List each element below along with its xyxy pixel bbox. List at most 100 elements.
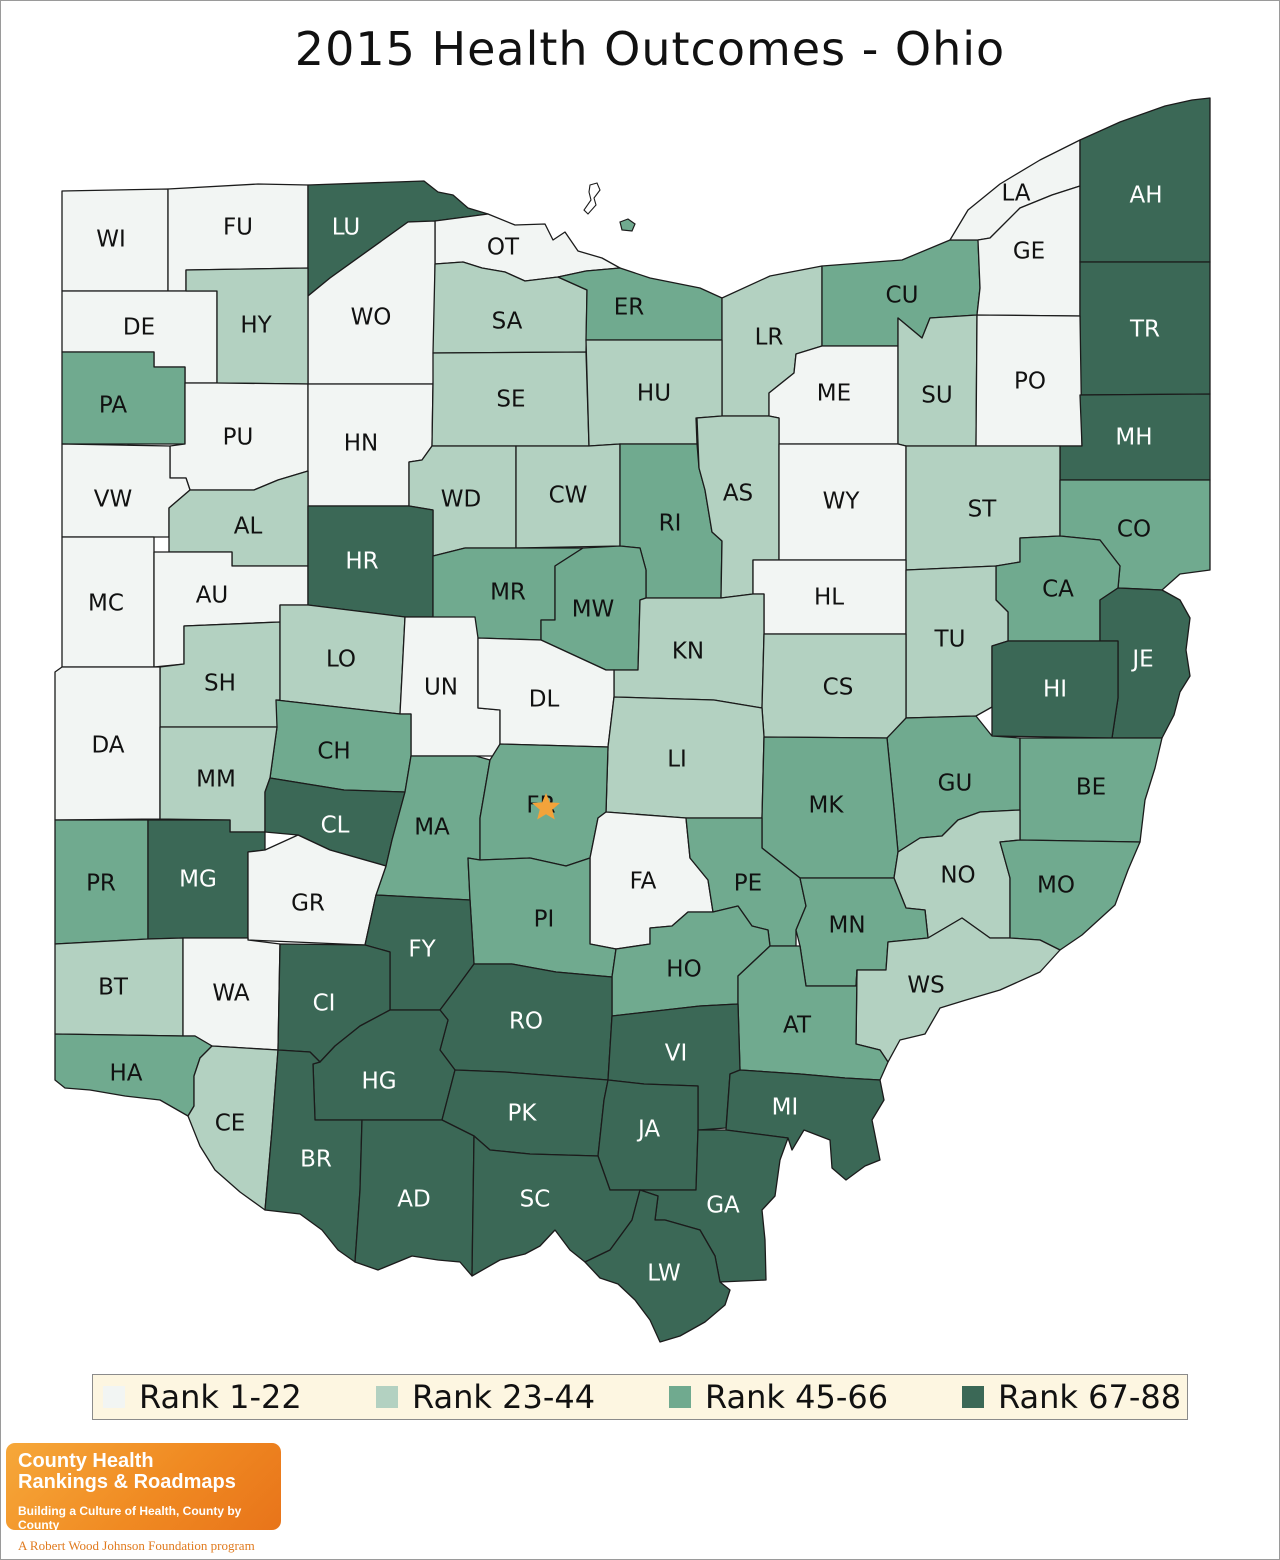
- county-ce: [187, 1045, 279, 1211]
- legend-label: Rank 1-22: [139, 1378, 302, 1416]
- county-label-fu: FU: [223, 215, 253, 241]
- county-label-wo: WO: [351, 305, 392, 331]
- logo-line-2: Rankings & Roadmaps: [18, 1471, 236, 1493]
- county-mo: [999, 839, 1141, 951]
- county-label-no: NO: [940, 863, 975, 889]
- county-label-fy: FY: [408, 937, 436, 963]
- logo-line-1: County Health: [18, 1450, 154, 1472]
- county-label-wd: WD: [441, 487, 481, 513]
- legend-swatch-rank-67-88: [962, 1386, 984, 1408]
- legend-swatch-rank-23-44: [376, 1386, 398, 1408]
- county-label-bt: BT: [98, 975, 129, 1001]
- county-er: [557, 267, 723, 341]
- county-label-vw: VW: [94, 487, 132, 513]
- county-label-ho: HO: [666, 957, 701, 983]
- county-label-hn: HN: [344, 431, 379, 457]
- legend-item-rank-1-22: Rank 1-22: [103, 1375, 302, 1419]
- county-label-me: ME: [817, 381, 851, 407]
- county-label-lr: LR: [755, 325, 784, 351]
- county-label-tu: TU: [934, 627, 966, 653]
- county-label-ha: HA: [109, 1061, 142, 1087]
- legend-label: Rank 67-88: [998, 1378, 1182, 1416]
- legend-item-rank-23-44: Rank 23-44: [376, 1375, 595, 1419]
- county-label-po: PO: [1014, 369, 1046, 395]
- county-label-un: UN: [424, 675, 458, 701]
- county-label-be: BE: [1076, 775, 1106, 801]
- county-label-ch: CH: [317, 739, 350, 765]
- county-label-wy: WY: [823, 489, 861, 515]
- county-label-hi: HI: [1043, 677, 1067, 703]
- county-health-rankings-logo: County Health Rankings & Roadmaps Buildi…: [6, 1443, 281, 1532]
- county-label-ca: CA: [1042, 577, 1074, 603]
- county-label-hu: HU: [637, 381, 671, 407]
- county-label-gu: GU: [938, 771, 973, 797]
- county-label-ro: RO: [509, 1009, 543, 1035]
- county-label-tr: TR: [1129, 317, 1160, 343]
- legend-label: Rank 45-66: [705, 1378, 889, 1416]
- county-label-ws: WS: [907, 973, 944, 999]
- county-label-hy: HY: [240, 313, 272, 339]
- county-label-ri: RI: [659, 511, 682, 537]
- legend-swatch-rank-45-66: [669, 1386, 691, 1408]
- county-label-lu: LU: [332, 215, 361, 241]
- island-kelleys: [619, 218, 636, 232]
- county-label-ci: CI: [313, 991, 336, 1017]
- county-label-mi: MI: [772, 1095, 799, 1121]
- county-label-pa: PA: [99, 393, 127, 419]
- county-label-er: ER: [614, 295, 645, 321]
- county-label-pe: PE: [734, 871, 762, 897]
- county-label-as: AS: [723, 481, 753, 507]
- county-label-st: ST: [968, 497, 998, 523]
- county-ad: [354, 1119, 475, 1277]
- county-label-ad: AD: [397, 1187, 430, 1213]
- county-label-se: SE: [496, 387, 525, 413]
- legend-item-rank-45-66: Rank 45-66: [669, 1375, 888, 1419]
- map-title: 2015 Health Outcomes - Ohio: [294, 22, 1006, 76]
- logo-tagline: Building a Culture of Health, County by …: [18, 1504, 242, 1532]
- county-label-fa: FA: [630, 869, 657, 895]
- county-label-pu: PU: [223, 425, 254, 451]
- county-label-at: AT: [783, 1013, 812, 1039]
- county-label-al: AL: [234, 514, 263, 540]
- county-label-mm: MM: [196, 767, 236, 793]
- county-label-su: SU: [921, 383, 952, 409]
- county-gr: [247, 834, 387, 946]
- county-label-hr: HR: [345, 549, 378, 575]
- county-label-sh: SH: [204, 671, 236, 697]
- county-label-pr: PR: [86, 871, 116, 897]
- county-label-ce: CE: [215, 1111, 246, 1137]
- county-label-ge: GE: [1013, 239, 1045, 265]
- county-label-mn: MN: [828, 913, 865, 939]
- county-label-cu: CU: [886, 283, 919, 309]
- county-label-li: LI: [667, 747, 687, 773]
- star-icon: [532, 793, 560, 820]
- county-label-ga: GA: [706, 1193, 740, 1219]
- county-su: [897, 314, 978, 447]
- county-label-ot: OT: [487, 235, 520, 261]
- county-label-kn: KN: [672, 639, 704, 665]
- county-label-br: BR: [300, 1147, 332, 1173]
- county-label-hg: HG: [361, 1069, 396, 1095]
- county-label-wa: WA: [212, 981, 249, 1007]
- county-label-mh: MH: [1115, 425, 1152, 451]
- county-label-gr: GR: [291, 891, 325, 917]
- county-label-hl: HL: [814, 585, 844, 611]
- county-label-je: JE: [1130, 647, 1153, 673]
- county-label-mw: MW: [572, 597, 615, 623]
- county-label-pk: PK: [508, 1101, 538, 1127]
- legend-item-rank-67-88: Rank 67-88: [962, 1375, 1181, 1419]
- county-label-cl: CL: [321, 813, 350, 839]
- county-label-cw: CW: [549, 483, 588, 509]
- county-label-mk: MK: [809, 793, 845, 819]
- county-hi: [991, 640, 1119, 739]
- county-label-sa: SA: [492, 309, 523, 335]
- county-label-ah: AH: [1129, 183, 1162, 209]
- county-label-pi: PI: [534, 907, 555, 933]
- county-label-sc: SC: [520, 1187, 551, 1213]
- legend-swatch-rank-1-22: [103, 1386, 125, 1408]
- county-label-ja: JA: [636, 1117, 660, 1143]
- county-label-lw: LW: [647, 1261, 680, 1287]
- county-label-co: CO: [1117, 517, 1151, 543]
- island-bass: [583, 182, 601, 215]
- county-label-de: DE: [123, 315, 155, 341]
